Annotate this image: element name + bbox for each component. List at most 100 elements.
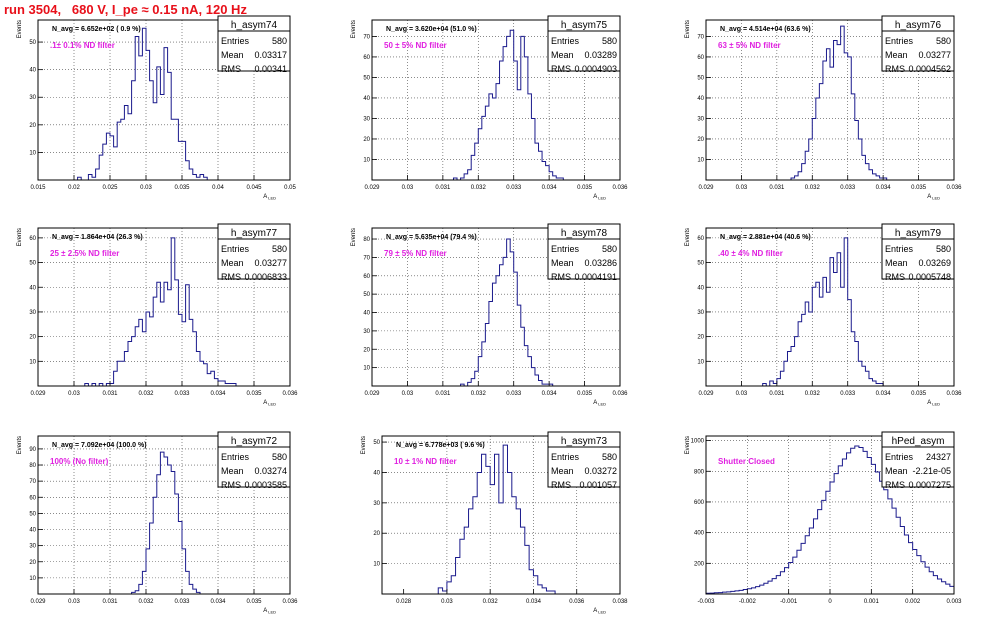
x-tick-label: 0.045 [246,185,262,191]
filter-label: 63 ± 5% ND filter [718,41,781,50]
x-tick-label: 0.035 [577,185,593,191]
x-tick-label: 0.029 [30,391,46,397]
y-tick-label: 20 [697,137,704,143]
x-tick-label: 0.036 [569,599,585,605]
histogram-line [762,237,884,387]
stats-entries-value: 580 [272,244,287,254]
y-tick-label: 40 [363,96,370,102]
x-tick-label: 0.032 [471,391,487,397]
stats-box-frame [217,223,291,280]
navg-label: N_avg = 6.778e+03 ( 9.6 %) [396,442,485,449]
stats-entries-value: 580 [602,452,617,462]
stats-mean-value: 0.03317 [254,50,287,60]
y-axis-title: Events [361,436,367,454]
y-tick-label: 600 [694,500,705,506]
y-tick-label: 400 [694,531,705,537]
navg-label: N_avg = 5.635e+04 (79.4 %) [386,234,477,241]
navg-label: N_avg = 6.652e+02 ( 0.9 %) [52,26,141,33]
histogram-line [77,27,208,181]
y-tick-label: 40 [373,470,380,476]
stats-box-frame [217,431,291,488]
plot-frame [37,19,291,181]
histogram-panel-h_asym72: 0.029 0.03 0.031 0.032 0.033 0.034 0.035 0.036 1… [17,431,298,615]
x-tick-label: 0 [828,599,832,605]
y-tick-label: 50 [373,440,380,446]
y-tick-label: 50 [697,261,704,267]
x-tick-label: 0.029 [364,185,380,191]
x-tick-label: 0.015 [30,185,46,191]
x-tick-label: 0.033 [506,391,522,397]
y-tick-label: 20 [29,335,36,341]
stats-entries-value: 580 [602,244,617,254]
y-tick-label: 10 [363,366,370,372]
stats-box: h_asym76 Entries 580 Mean 0.03277 RMS 0.000456… [881,15,955,74]
x-tick-label: 0.02 [68,185,80,191]
x-tick-label: 0.033 [506,185,522,191]
filter-label: 10 ± 1% ND filter [394,457,457,466]
x-tick-label: 0.03 [441,599,453,605]
x-tick-label: 0.036 [946,391,962,397]
x-tick-label: 0.032 [805,185,821,191]
y-tick-label: 40 [697,285,704,291]
x-axis-title: ALED [263,194,276,201]
y-axis-title: Events [17,228,23,246]
x-tick-label: 0.032 [483,599,499,605]
stats-box-frame [547,431,621,488]
stats-rms-value: 0.001057 [579,480,617,490]
x-tick-label: 0.035 [911,185,927,191]
plot-frame [705,19,955,181]
stats-rms-label: RMS [221,272,241,282]
y-tick-label: 80 [29,463,36,469]
stats-entries-value: 580 [936,36,951,46]
y-tick-label: 40 [29,285,36,291]
navg-label: N_avg = 3.620e+04 (51.0 %) [386,26,477,33]
y-tick-label: 40 [29,528,36,534]
y-tick-label: 40 [697,96,704,102]
stats-rms-value: 0.0004191 [574,272,617,282]
x-tick-label: 0.032 [138,391,154,397]
stats-entries-value: 580 [272,36,287,46]
histogram-panel-h_asym74: 0.015 0.02 0.025 0.03 0.035 0.04 0.045 0.05 10 20… [17,15,296,201]
x-tick-label: 0.029 [30,599,46,605]
stats-mean-value: 0.03272 [584,466,617,476]
y-tick-label: 60 [29,495,36,501]
x-tick-label: 0.036 [612,185,628,191]
y-axis-title: Events [351,20,357,38]
stats-title: h_asym78 [561,228,608,239]
filter-label: .40 ± 4% ND filter [718,249,783,258]
y-tick-label: 10 [29,150,36,156]
run-title: run 3504, 680 V, I_pe ≈ 0.15 nA, 120 Hz [4,2,247,17]
x-tick-label: 0.033 [174,599,190,605]
stats-mean-value: 0.03286 [584,258,617,268]
y-tick-label: 800 [694,469,705,475]
y-tick-label: 10 [29,359,36,365]
stats-mean-label: Mean [885,466,908,476]
histogram-panel-h_asym76: 0.029 0.03 0.031 0.032 0.033 0.034 0.035 0.036 1… [685,15,962,201]
x-tick-label: 0.031 [769,185,785,191]
stats-mean-value: 0.03289 [584,50,617,60]
x-tick-label: 0.036 [946,185,962,191]
y-tick-label: 80 [363,237,370,243]
stats-entries-value: 580 [272,452,287,462]
x-tick-label: 0.03 [402,391,414,397]
y-tick-label: 20 [29,123,36,129]
x-tick-label: 0.03 [402,185,414,191]
stats-title: h_asym76 [895,20,942,31]
y-tick-label: 30 [697,310,704,316]
x-tick-label: 0.036 [282,599,298,605]
stats-rms-label: RMS [221,480,241,490]
y-tick-label: 60 [697,55,704,61]
x-tick-label: 0.001 [864,599,880,605]
plot-frame [371,227,621,387]
x-tick-label: 0.031 [102,391,118,397]
stats-box: h_asym75 Entries 580 Mean 0.03289 RMS 0.000490… [547,15,621,74]
histogram-panel-h_asym77: 0.029 0.03 0.031 0.032 0.033 0.034 0.035 0.036 1… [17,223,298,407]
x-tick-label: 0.03 [68,599,80,605]
x-tick-label: 0.03 [736,391,748,397]
x-tick-label: 0.035 [577,391,593,397]
x-axis-title: ALED [593,608,606,615]
histogram-line [437,444,556,594]
stats-box: h_asym72 Entries 580 Mean 0.03274 RMS 0.000358… [217,431,291,490]
y-tick-label: 20 [363,347,370,353]
